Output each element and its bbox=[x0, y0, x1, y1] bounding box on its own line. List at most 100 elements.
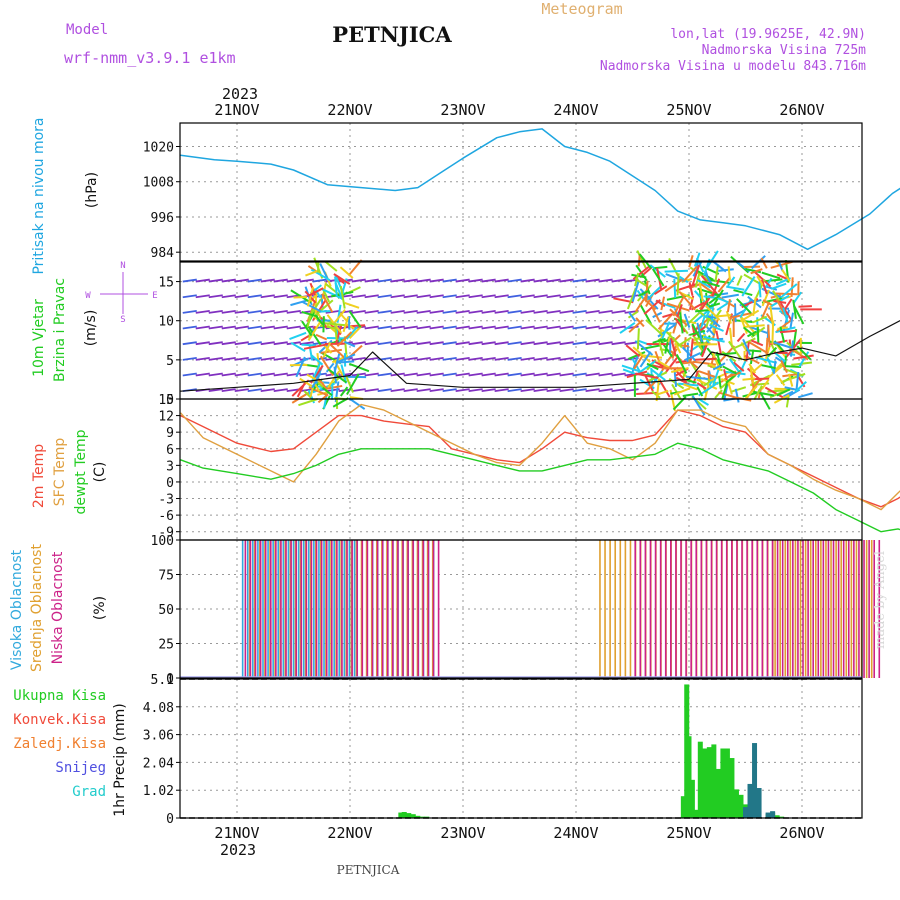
wind-label-1: 10m Vjetar bbox=[31, 299, 47, 377]
wind-arrow bbox=[247, 356, 262, 361]
wind-arrow bbox=[390, 309, 405, 314]
wind-arrow bbox=[273, 309, 288, 314]
precip-bar bbox=[689, 779, 695, 818]
wind-arrow bbox=[721, 380, 729, 399]
wind-arrow bbox=[676, 304, 683, 318]
pressure-frame bbox=[179, 122, 863, 262]
wind-arrow bbox=[699, 297, 711, 312]
wind-arrow bbox=[533, 278, 548, 283]
wind-arrow bbox=[334, 323, 343, 346]
wind-arrow bbox=[337, 360, 355, 364]
wind-arrow bbox=[273, 388, 288, 393]
precip-bar bbox=[693, 809, 699, 818]
wind-arrow bbox=[624, 294, 639, 299]
wind-arrow bbox=[364, 341, 379, 346]
wind-arrow bbox=[533, 294, 548, 299]
wind-arrow bbox=[643, 297, 657, 311]
precip-tick-label: 2.04 bbox=[143, 756, 174, 771]
precip-bar bbox=[756, 788, 762, 818]
wind-arrow bbox=[559, 278, 574, 283]
wind-tick-label: 5 bbox=[166, 354, 174, 369]
precip-labels: 1hr Precip (mm) Ukupna Kisa Konvek.Kisa Za… bbox=[13, 688, 128, 817]
wind-arrow bbox=[234, 388, 249, 393]
bottom-day-label: 23NOV bbox=[440, 824, 485, 842]
wind-labels: 10m Vjetar Brzina i Pravac (m/s) N S W E bbox=[31, 261, 158, 382]
wind-arrow bbox=[546, 294, 561, 299]
wind-arrow bbox=[336, 331, 353, 347]
model-name: wrf-nmm_v3.9.1 e1km bbox=[64, 49, 236, 67]
wind-arrow bbox=[319, 310, 332, 313]
wind-arrow bbox=[698, 398, 709, 406]
wind-arrow bbox=[636, 250, 647, 269]
wind-arrow bbox=[777, 326, 788, 330]
wind-arrow bbox=[507, 372, 522, 377]
wind-arrow bbox=[611, 388, 626, 393]
wind-arrow bbox=[631, 273, 647, 279]
wind-arrow bbox=[696, 322, 704, 343]
precip-bar bbox=[406, 813, 412, 818]
wind-arrow bbox=[742, 377, 756, 381]
wind-arrow bbox=[628, 351, 646, 360]
wind-arrow bbox=[260, 309, 275, 314]
wind-arrow bbox=[651, 307, 661, 323]
wind-arrow bbox=[726, 285, 745, 291]
temp-unit: (C) bbox=[92, 462, 108, 483]
wind-arrow bbox=[721, 293, 739, 299]
wind-arrow bbox=[364, 372, 379, 377]
wind-arrow bbox=[455, 341, 470, 346]
wind-arrow bbox=[644, 374, 654, 392]
wind-arrow bbox=[351, 294, 366, 299]
wind-arrow bbox=[273, 341, 288, 346]
precip-unit: 1hr Precip (mm) bbox=[112, 703, 128, 816]
wind-arrow bbox=[377, 388, 392, 393]
bottom-day-label: 22NOV bbox=[327, 824, 372, 842]
wind-arrow bbox=[673, 278, 677, 298]
wind-arrow bbox=[377, 309, 392, 314]
wind-arrow bbox=[234, 356, 249, 361]
wind-arrow bbox=[442, 278, 457, 283]
wind-arrow bbox=[429, 356, 444, 361]
wind-arrow bbox=[307, 321, 322, 342]
wind-arrow bbox=[403, 372, 418, 377]
wind-arrow bbox=[664, 278, 683, 293]
wind-arrow bbox=[364, 294, 379, 299]
precip-bar bbox=[680, 796, 686, 818]
wind-arrow bbox=[559, 325, 574, 330]
wind-arrow bbox=[660, 296, 666, 311]
wind-arrow bbox=[403, 341, 418, 346]
wind-arrow bbox=[520, 356, 535, 361]
wind-arrow bbox=[637, 289, 650, 297]
wind-arrow bbox=[311, 378, 321, 392]
wind-arrow bbox=[507, 325, 522, 330]
wind-arrow bbox=[208, 356, 223, 361]
cloud-tick-label: 25 bbox=[158, 638, 174, 653]
wind-arrow bbox=[260, 278, 275, 283]
wind-arrow bbox=[416, 325, 431, 330]
wind-arrow bbox=[346, 373, 360, 396]
wind-arrow bbox=[182, 372, 197, 377]
wind-arrow bbox=[533, 309, 548, 314]
wind-arrow bbox=[621, 364, 642, 373]
wind-arrow bbox=[323, 344, 333, 354]
wind-arrow bbox=[314, 294, 318, 314]
precip-legend-item: Grad bbox=[72, 784, 106, 800]
wind-arrow bbox=[585, 278, 600, 283]
wind-arrow bbox=[662, 313, 673, 319]
wind-arrow bbox=[310, 354, 324, 366]
wind-arrow bbox=[611, 278, 626, 283]
wind-arrow bbox=[468, 294, 483, 299]
wind-arrow bbox=[701, 280, 720, 288]
precip-legend-item: Zaledj.Kisa bbox=[13, 736, 106, 752]
precip-bar bbox=[733, 789, 739, 818]
wind-arrow bbox=[302, 301, 322, 313]
wind-arrow bbox=[714, 264, 720, 283]
wind-arrow bbox=[520, 372, 535, 377]
wind-arrow bbox=[324, 322, 346, 327]
wind-arrow bbox=[742, 338, 752, 356]
wind-arrow bbox=[468, 278, 483, 283]
wind-arrow bbox=[667, 331, 672, 343]
precip-bar bbox=[415, 815, 421, 818]
wind-arrow bbox=[377, 278, 392, 283]
wind-arrow bbox=[455, 356, 470, 361]
